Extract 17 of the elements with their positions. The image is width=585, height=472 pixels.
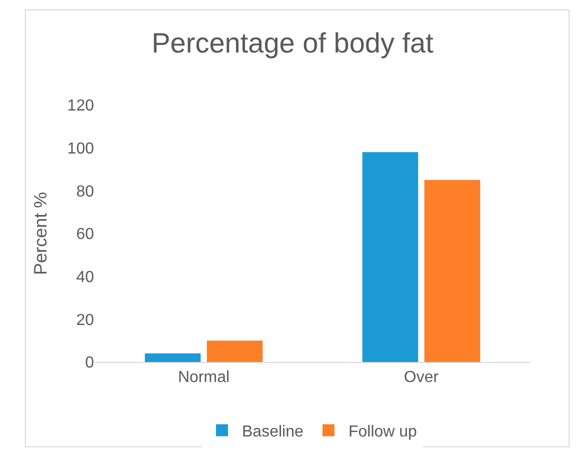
bar [362,152,418,362]
y-axis-title: Percent % [30,192,50,276]
legend-label: Follow up [348,424,418,441]
y-tick-label: 60 [76,226,94,244]
bar [144,353,201,362]
y-tick-label: 40 [76,268,94,286]
y-tick-label: 0 [85,354,94,372]
x-tick-label: Over [404,369,440,386]
y-tick-label: 80 [76,183,94,200]
y-tick-label: 120 [67,98,94,115]
y-tick-label: 20 [76,312,94,329]
chart-title: Percentage of body fat [152,28,434,59]
legend-label: Baseline [242,424,304,441]
y-tick-label: 100 [67,140,94,158]
x-tick-label: Normal [178,369,230,386]
bar [424,180,480,362]
bar [206,340,263,362]
